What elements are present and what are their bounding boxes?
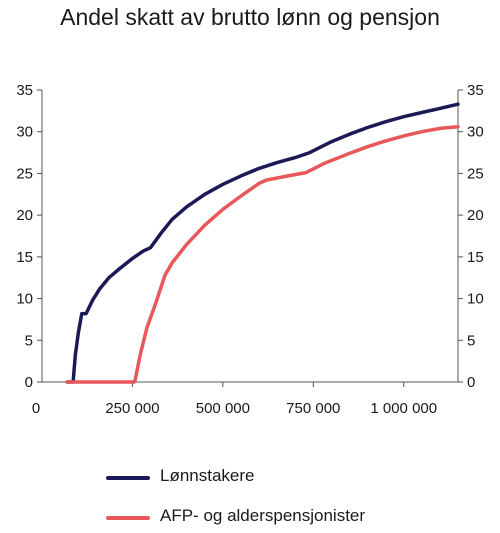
chart-tick-labels: 0 0 5 5 10 10 15 15 20 20 25 25 30 30 35 35 0 250 000 500 … bbox=[16, 82, 483, 417]
x-tick-label: 500 000 bbox=[196, 400, 250, 417]
chart-axes bbox=[37, 89, 463, 387]
legend-swatch-lonnstakere bbox=[106, 476, 150, 480]
y-tick-label-right: 30 bbox=[467, 124, 484, 141]
chart-series bbox=[65, 102, 460, 384]
series-line-pensjonister bbox=[65, 124, 460, 384]
legend-label-lonnstakere: Lønnstakere bbox=[160, 466, 255, 485]
y-tick-label-left: 35 bbox=[16, 82, 33, 99]
y-tick-label-right: 20 bbox=[467, 207, 484, 224]
y-tick-label-left: 5 bbox=[25, 332, 33, 349]
y-tick-label-left: 30 bbox=[16, 124, 33, 141]
x-tick-label: 1 000 000 bbox=[370, 400, 437, 417]
legend-label-pensjonister: AFP- og alderspensjonister bbox=[160, 506, 366, 525]
series-line-lonnstakere bbox=[65, 102, 460, 384]
legend-swatch-pensjonister bbox=[106, 516, 150, 520]
chart-title: Andel skatt av brutto lønn og pensjon bbox=[60, 4, 440, 30]
y-tick-label-left: 15 bbox=[16, 249, 33, 266]
legend-item-pensjonister: AFP- og alderspensjonister bbox=[106, 506, 466, 528]
y-tick-label-right: 10 bbox=[467, 291, 484, 308]
y-tick-label-right: 35 bbox=[467, 82, 484, 99]
y-tick-label-left: 10 bbox=[16, 291, 33, 308]
x-tick-label: 250 000 bbox=[105, 400, 159, 417]
y-tick-label-right: 25 bbox=[467, 165, 484, 182]
y-tick-label-left: 0 bbox=[25, 374, 33, 391]
y-tick-label-left: 25 bbox=[16, 165, 33, 182]
y-tick-label-right: 5 bbox=[467, 332, 475, 349]
y-tick-label-right: 0 bbox=[467, 374, 475, 391]
y-tick-label-left: 20 bbox=[16, 207, 33, 224]
y-tick-label-right: 15 bbox=[467, 249, 484, 266]
x-tick-label: 0 bbox=[32, 400, 40, 417]
x-tick-label: 750 000 bbox=[286, 400, 340, 417]
legend-item-lonnstakere: Lønnstakere bbox=[106, 466, 466, 488]
